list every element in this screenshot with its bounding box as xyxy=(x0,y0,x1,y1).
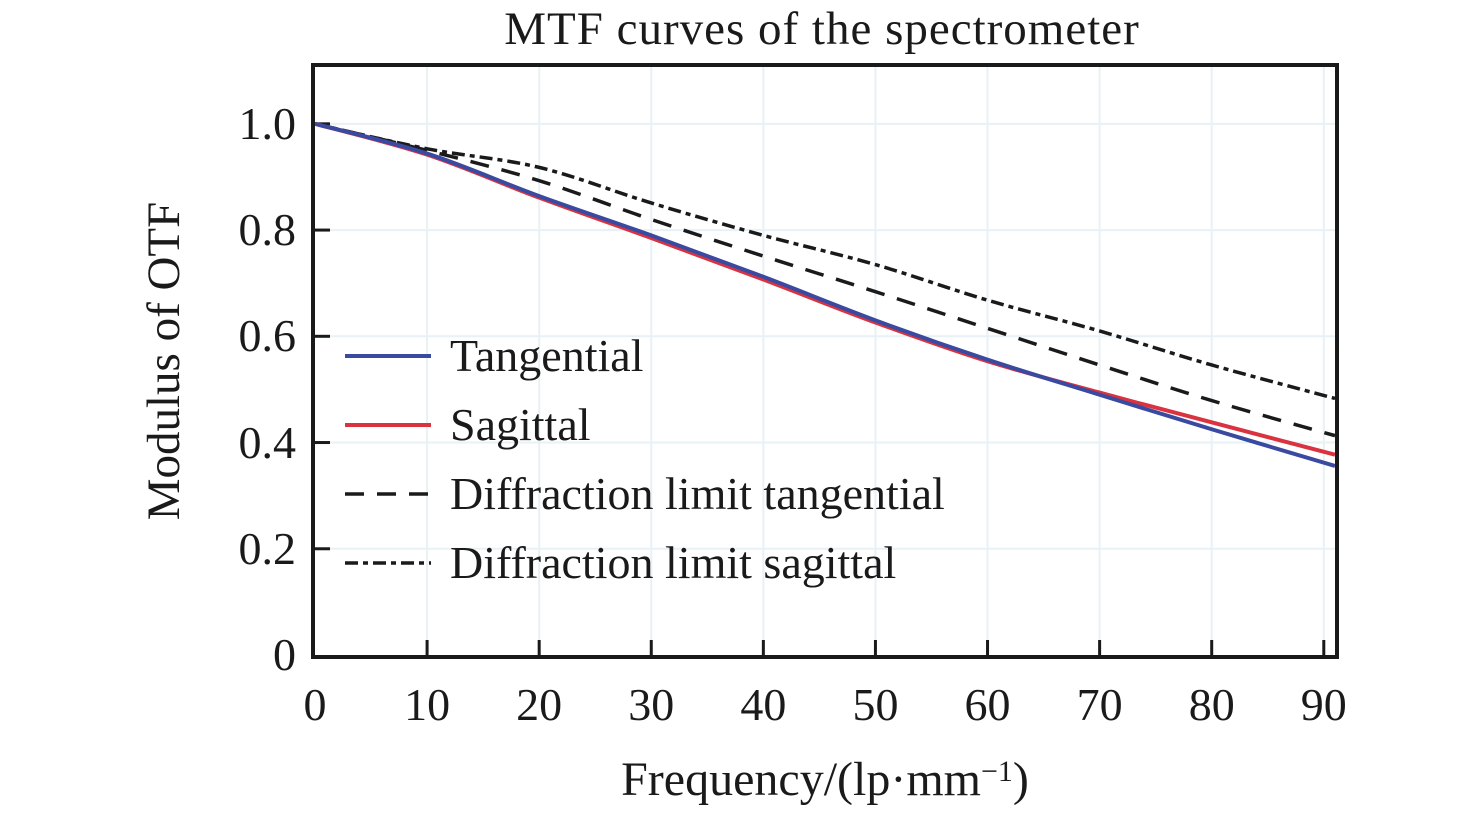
chart-title-text: MTF curves of the spectrometer xyxy=(504,3,1140,55)
legend-label: Diffraction limit tangential xyxy=(450,468,945,519)
x-tick-label: 80 xyxy=(1188,679,1235,730)
x-axis-label-pre: Frequency/(lp·mm xyxy=(621,753,981,806)
legend-item-tangential: Tangential xyxy=(345,321,945,390)
x-tick-label: 50 xyxy=(852,679,899,730)
mtf-line-chart xyxy=(315,67,1335,655)
x-tick-label: 10 xyxy=(404,679,451,730)
legend-label: Diffraction limit sagittal xyxy=(450,537,897,588)
legend-swatch-tangential xyxy=(345,353,431,358)
curve-tangential xyxy=(315,121,1335,468)
x-tick-label: 30 xyxy=(628,679,675,730)
x-axis-label-superscript: −1 xyxy=(981,755,1013,788)
y-tick-label: 0.8 xyxy=(238,204,297,256)
legend-label: Sagittal xyxy=(450,399,591,450)
x-tick-label: 90 xyxy=(1300,679,1347,730)
curve-diffraction-limit-tangential xyxy=(315,122,1335,438)
curve-diffraction-limit-sagittal xyxy=(315,122,1335,401)
legend-swatch-sagittal xyxy=(345,422,431,427)
legend-swatch-diffraction-limit-sagittal xyxy=(345,560,431,565)
y-tick-label: 1.0 xyxy=(238,97,297,149)
x-axis-label-post: ) xyxy=(1012,753,1029,806)
x-tick-label: 40 xyxy=(740,679,787,730)
legend-swatch-diffraction-limit-tangential xyxy=(345,491,431,496)
x-tick-label: 60 xyxy=(964,679,1011,730)
y-axis-tick-labels: 0 0.2 0.4 0.6 0.8 1.0 xyxy=(178,67,298,680)
y-tick-label: 0.4 xyxy=(238,416,297,468)
chart-legend: Tangential Sagittal Diffraction limit tang… xyxy=(345,321,945,597)
x-axis-tick-labels: 0 10 20 30 40 50 60 70 80 90 xyxy=(304,679,1347,740)
chart-title: MTF curves of the spectrometer xyxy=(0,2,1476,56)
legend-item-diffraction-limit-tangential: Diffraction limit tangential xyxy=(345,459,945,528)
x-tick-label: 0 xyxy=(303,679,327,730)
legend-item-diffraction-limit-sagittal: Diffraction limit sagittal xyxy=(345,528,945,597)
y-tick-label: 0.6 xyxy=(238,310,297,362)
y-tick-label: 0 xyxy=(273,629,296,680)
legend-item-sagittal: Sagittal xyxy=(345,390,945,459)
x-tick-label: 20 xyxy=(516,679,563,730)
x-tick-label: 70 xyxy=(1076,679,1123,730)
legend-label: Tangential xyxy=(450,330,644,381)
y-tick-label: 0.2 xyxy=(238,522,297,574)
plot-area xyxy=(311,63,1339,659)
x-axis-label: Frequency/(lp·mm−1) xyxy=(315,752,1335,807)
